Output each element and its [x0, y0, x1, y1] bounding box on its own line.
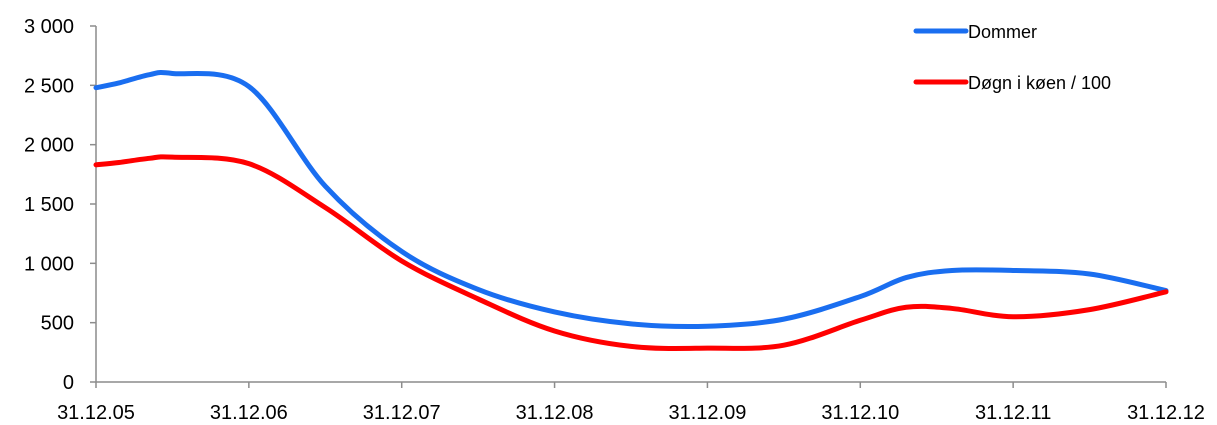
series-line-dogn-i-koen: [93, 154, 1169, 351]
y-tick-label: 2 500: [24, 75, 74, 97]
y-tick-label: 0: [63, 372, 74, 394]
x-axis: 31.12.05 31.12.06 31.12.07 31.12.08 31.12.09…: [57, 381, 1205, 424]
legend: Dommer Døgn i køen / 100: [913, 22, 1111, 93]
x-tick-label: 31.12.11: [975, 402, 1051, 424]
x-tick-label: 31.12.08: [516, 402, 594, 424]
legend-label-dogn-i-koen: Døgn i køen / 100: [968, 73, 1111, 93]
y-tick-label: 1 000: [24, 253, 74, 275]
y-axis: 0 500 1 000 1 500 2 000 2 500 3 000: [24, 16, 97, 394]
x-tick-label: 31.12.06: [210, 402, 288, 424]
x-tick-label: 31.12.12: [1127, 402, 1205, 424]
x-tick-label: 31.12.05: [57, 402, 135, 424]
x-tick-label: 31.12.09: [668, 402, 746, 424]
y-tick-label: 3 000: [24, 16, 74, 38]
y-tick-label: 2 000: [24, 135, 74, 157]
legend-label-dommer: Dommer: [968, 22, 1037, 42]
series-line-dommer: [93, 70, 1169, 330]
y-tick-label: 500: [41, 313, 74, 335]
series-layer: [93, 70, 1169, 351]
x-tick-label: 31.12.10: [821, 402, 899, 424]
x-tick-label: 31.12.07: [363, 402, 441, 424]
y-tick-label: 1 500: [24, 194, 74, 216]
